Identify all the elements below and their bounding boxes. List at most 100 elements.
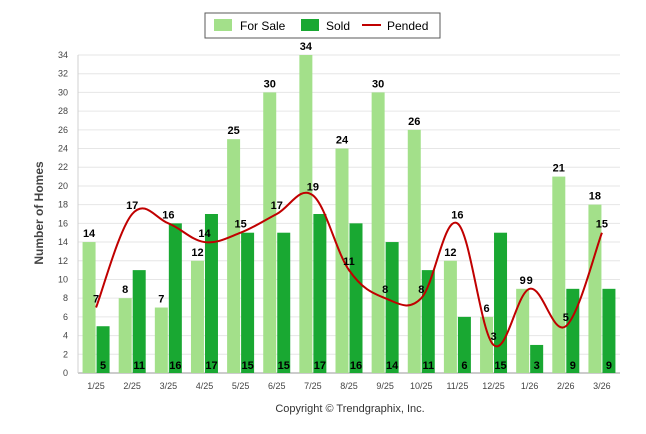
data-label-pended: 5 <box>563 312 569 324</box>
data-label-pended: 9 <box>527 275 533 287</box>
data-label-sold: 3 <box>534 360 540 372</box>
bar-for-sale <box>552 176 566 373</box>
bar-sold <box>602 288 616 373</box>
y-tick-label: 8 <box>63 293 68 303</box>
data-label-sold: 16 <box>169 360 181 372</box>
y-tick-label: 34 <box>58 50 68 60</box>
bar-for-sale <box>227 139 241 373</box>
copyright-footer: Copyright © Trendgraphix, Inc. <box>275 403 424 415</box>
data-label-sold: 16 <box>350 360 362 372</box>
bar-for-sale <box>154 307 168 373</box>
x-tick-label: 8/25 <box>340 381 358 391</box>
data-label-for-sale: 24 <box>336 135 349 147</box>
data-label-pended: 17 <box>271 200 283 212</box>
legend-box <box>204 12 441 39</box>
data-label-pended: 15 <box>596 219 608 231</box>
data-label-for-sale: 14 <box>83 228 96 240</box>
x-axis-ticks: 1/25 2/25 3/25 4/25 5/25 6/25 7/25 8/25 9/25 10/2… <box>87 381 610 391</box>
bar-sold <box>277 232 291 373</box>
y-tick-label: 2 <box>63 349 68 359</box>
data-label-sold: 11 <box>133 360 145 372</box>
data-label-pended: 3 <box>490 331 496 343</box>
y-tick-label: 20 <box>58 181 68 191</box>
data-label-for-sale: 12 <box>444 247 456 259</box>
y-tick-label: 4 <box>63 331 68 341</box>
x-tick-label: 5/25 <box>232 381 250 391</box>
data-label-sold: 17 <box>314 360 326 372</box>
bars <box>82 55 616 373</box>
data-label-pended: 16 <box>451 209 463 221</box>
y-tick-label: 28 <box>58 106 68 116</box>
pended-series-line <box>95 191 603 348</box>
data-label-for-sale: 7 <box>158 294 164 306</box>
x-tick-label: 7/25 <box>304 381 322 391</box>
legend-label-sold: Sold <box>326 19 350 33</box>
data-label-pended: 7 <box>93 294 99 306</box>
data-label-for-sale: 21 <box>553 163 565 175</box>
legend-label-for-sale: For Sale <box>240 19 286 33</box>
x-tick-label: 10/25 <box>410 381 433 391</box>
x-tick-label: 4/25 <box>196 381 214 391</box>
y-tick-label: 14 <box>58 237 68 247</box>
y-tick-label: 22 <box>58 162 68 172</box>
x-tick-label: 6/25 <box>268 381 286 391</box>
data-labels: 14 5 8 11 7 16 12 17 25 15 30 15 34 17 24 16 30 14 26 11 12 6… <box>83 41 612 372</box>
data-label-for-sale: 9 <box>520 275 526 287</box>
bar-for-sale <box>443 260 457 373</box>
y-tick-label: 6 <box>63 312 68 322</box>
x-tick-label: 2/26 <box>557 381 575 391</box>
data-label-pended: 8 <box>418 284 424 296</box>
x-tick-label: 1/26 <box>521 381 539 391</box>
x-tick-label: 2/25 <box>123 381 141 391</box>
data-label-sold: 15 <box>241 360 253 372</box>
x-tick-label: 1/25 <box>87 381 105 391</box>
y-tick-label: 12 <box>58 256 68 266</box>
y-tick-label: 26 <box>58 125 68 135</box>
y-tick-label: 30 <box>58 87 68 97</box>
data-label-for-sale: 6 <box>483 303 489 315</box>
y-tick-label: 18 <box>58 200 68 210</box>
bar-for-sale <box>516 288 530 373</box>
bar-sold <box>204 214 218 373</box>
data-label-pended: 17 <box>126 200 138 212</box>
data-label-for-sale: 30 <box>372 78 384 90</box>
bar-for-sale <box>407 129 421 373</box>
bar-sold <box>385 242 399 373</box>
data-label-sold: 15 <box>494 360 506 372</box>
bar-sold <box>313 214 327 373</box>
y-tick-label: 24 <box>58 144 68 154</box>
bar-sold <box>457 316 471 373</box>
legend-swatch-sold <box>301 19 319 31</box>
bar-sold <box>421 270 435 373</box>
data-label-for-sale: 34 <box>300 41 313 53</box>
y-axis-title: Number of Homes <box>32 161 46 265</box>
data-label-sold: 17 <box>205 360 217 372</box>
legend: For Sale Sold Pended <box>204 12 441 39</box>
bar-for-sale <box>371 92 385 373</box>
data-label-sold: 9 <box>570 360 576 372</box>
bar-for-sale <box>190 260 204 373</box>
y-tick-label: 10 <box>58 274 68 284</box>
x-tick-label: 3/25 <box>160 381 178 391</box>
bar-sold <box>168 223 182 373</box>
data-label-sold: 6 <box>461 360 467 372</box>
data-label-sold: 9 <box>606 360 612 372</box>
bar-sold <box>132 270 146 373</box>
data-label-for-sale: 26 <box>408 116 420 128</box>
y-tick-label: 32 <box>58 69 68 79</box>
data-label-pended: 19 <box>307 181 319 193</box>
data-label-for-sale: 30 <box>264 78 276 90</box>
x-tick-label: 11/25 <box>446 381 468 391</box>
bar-for-sale <box>335 148 349 373</box>
bar-sold <box>530 344 544 373</box>
y-tick-label: 0 <box>63 368 68 378</box>
data-label-for-sale: 8 <box>122 284 128 296</box>
bar-for-sale <box>263 92 277 373</box>
data-label-pended: 16 <box>162 209 174 221</box>
x-tick-label: 12/25 <box>482 381 505 391</box>
x-tick-label: 9/25 <box>376 381 394 391</box>
bar-for-sale <box>118 298 132 373</box>
data-label-pended: 15 <box>234 219 246 231</box>
